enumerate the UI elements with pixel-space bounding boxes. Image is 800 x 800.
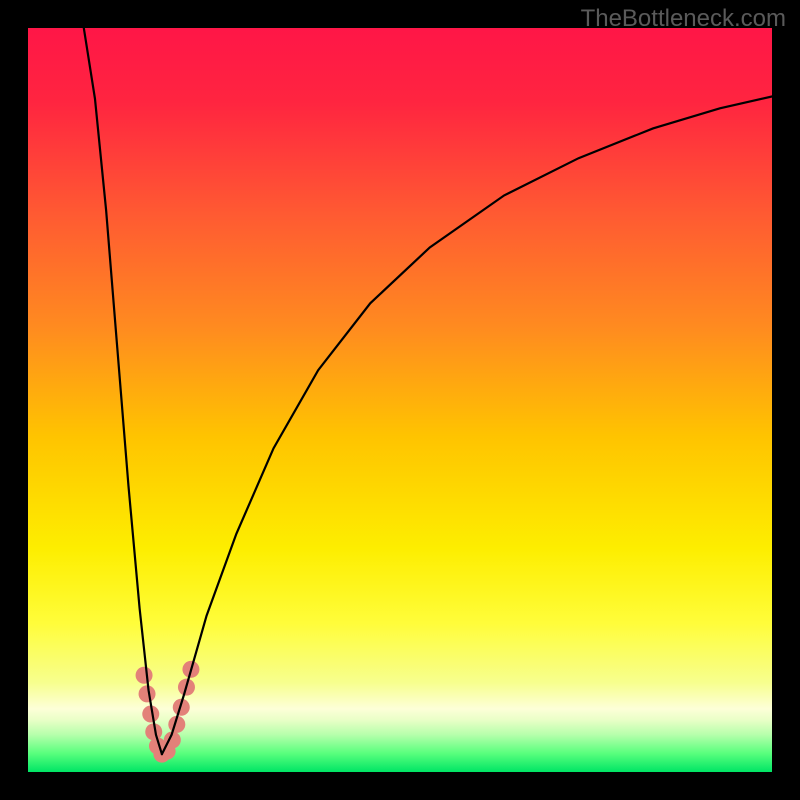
chart-stage: TheBottleneck.com bbox=[0, 0, 800, 800]
watermark-text: TheBottleneck.com bbox=[581, 5, 786, 33]
bottleneck-chart bbox=[0, 0, 800, 800]
gradient-background bbox=[28, 28, 772, 772]
